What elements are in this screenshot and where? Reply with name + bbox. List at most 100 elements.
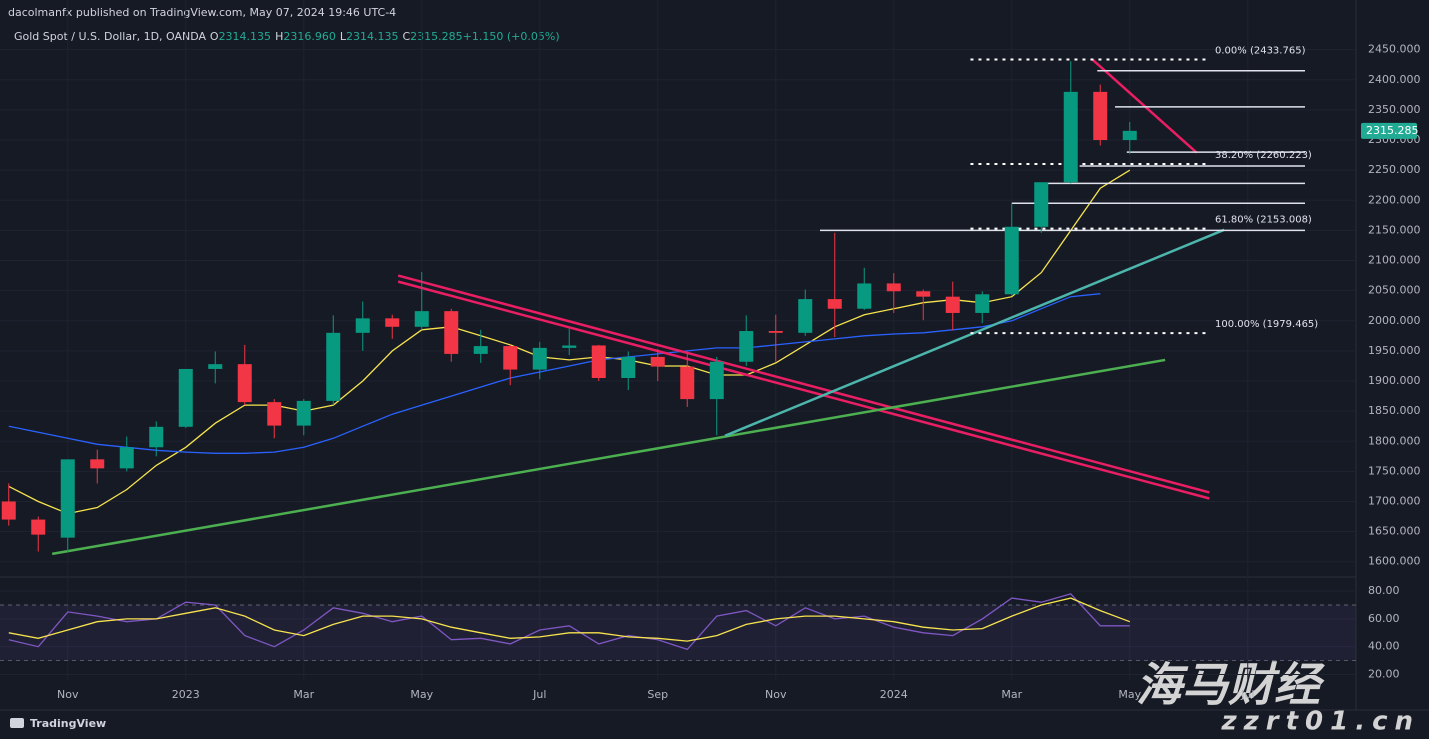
candle-body bbox=[237, 364, 252, 403]
y-tick-label: 2200.000 bbox=[1368, 193, 1421, 206]
y-tick-label: 80.00 bbox=[1368, 584, 1400, 597]
y-tick-label: 1600.000 bbox=[1368, 555, 1421, 568]
candle-body bbox=[60, 459, 75, 538]
quote-value: +1.150 (+0.05%) bbox=[463, 30, 560, 43]
trendline bbox=[397, 280, 1210, 500]
candle-body bbox=[650, 356, 665, 367]
candle-body bbox=[1063, 91, 1078, 183]
candle-body bbox=[916, 291, 931, 297]
trendline bbox=[51, 358, 1166, 556]
trendline bbox=[397, 274, 1210, 494]
fib-label: 0.00% (2433.765) bbox=[1215, 45, 1306, 56]
indicator-line bbox=[8, 293, 1101, 454]
indicator-line bbox=[8, 593, 1130, 651]
rsi-band bbox=[0, 605, 1356, 661]
quote-label: L bbox=[340, 30, 347, 43]
candle-body bbox=[621, 356, 636, 379]
candle-body bbox=[739, 331, 754, 362]
candle-body bbox=[886, 283, 901, 292]
y-tick-label: 40.00 bbox=[1368, 640, 1400, 653]
y-tick-label: 1750.000 bbox=[1368, 464, 1421, 477]
y-tick-label: 2400.000 bbox=[1368, 73, 1421, 86]
y-tick-label: 2450.000 bbox=[1368, 43, 1421, 56]
candle-body bbox=[591, 345, 606, 379]
x-tick-label: May bbox=[1118, 688, 1141, 701]
candle-body bbox=[296, 400, 311, 426]
candle-body bbox=[827, 299, 842, 309]
candle-body bbox=[709, 361, 724, 400]
candle-body bbox=[385, 318, 400, 327]
quote-label: O bbox=[210, 30, 219, 43]
indicator-line bbox=[8, 169, 1131, 515]
candle-body bbox=[178, 368, 193, 427]
y-tick-label: 1900.000 bbox=[1368, 374, 1421, 387]
y-tick-label: 1700.000 bbox=[1368, 495, 1421, 508]
y-tick-label: 60.00 bbox=[1368, 612, 1400, 625]
watermark: 海马财经 bbox=[1136, 658, 1325, 712]
x-tick-label: Nov bbox=[57, 688, 79, 701]
watermark: zzrt01.cn bbox=[1221, 707, 1421, 737]
y-tick-label: 1650.000 bbox=[1368, 525, 1421, 538]
y-tick-label: 2000.000 bbox=[1368, 314, 1421, 327]
x-tick-label: Nov bbox=[765, 688, 787, 701]
publisher: dacolmanfx published on TradingView.com,… bbox=[8, 6, 396, 19]
candle-body bbox=[119, 447, 134, 469]
y-tick-label: 2100.000 bbox=[1368, 254, 1421, 267]
fib-label: 61.80% (2153.008) bbox=[1215, 215, 1312, 226]
y-tick-label: 2050.000 bbox=[1368, 284, 1421, 297]
candle-body bbox=[326, 332, 341, 401]
candle-body bbox=[90, 459, 105, 469]
x-tick-label: Jul bbox=[532, 688, 546, 701]
quote-value: 2314.135 bbox=[219, 30, 272, 43]
fib-label: 100.00% (1979.465) bbox=[1215, 319, 1318, 330]
y-tick-label: 1850.000 bbox=[1368, 404, 1421, 417]
x-tick-label: Jul bbox=[1240, 688, 1254, 701]
candle-body bbox=[798, 299, 813, 333]
x-tick-label: 2024 bbox=[880, 688, 908, 701]
quote-label: H bbox=[275, 30, 283, 43]
candle-body bbox=[857, 283, 872, 309]
candle-body bbox=[1093, 91, 1108, 141]
symbol-title: Gold Spot / U.S. Dollar, 1D, OANDA bbox=[14, 30, 207, 43]
candle-body bbox=[945, 296, 960, 313]
candle-body bbox=[267, 402, 282, 426]
quote-value: 2315.285 bbox=[410, 30, 463, 43]
x-tick-label: Sep bbox=[647, 688, 668, 701]
brand-name: TradingView bbox=[30, 717, 106, 730]
y-tick-label: 2250.000 bbox=[1368, 163, 1421, 176]
candle-body bbox=[1, 501, 16, 520]
candle-body bbox=[1004, 226, 1019, 295]
x-tick-label: Mar bbox=[1001, 688, 1022, 701]
candle-body bbox=[562, 345, 577, 348]
candle-body bbox=[532, 347, 547, 370]
candle-body bbox=[975, 294, 990, 313]
y-tick-label: 2350.000 bbox=[1368, 103, 1421, 116]
fib-label: 38.20% (2260.223) bbox=[1215, 150, 1312, 161]
brand-logo bbox=[10, 718, 24, 728]
candle-body bbox=[149, 426, 164, 448]
quote-label: C bbox=[402, 30, 410, 43]
x-tick-label: Mar bbox=[293, 688, 314, 701]
trendline bbox=[724, 228, 1225, 437]
last-price-tag bbox=[1361, 122, 1417, 139]
brand: TradingView bbox=[10, 717, 106, 730]
candle-body bbox=[208, 364, 223, 369]
y-tick-label: 20.00 bbox=[1368, 667, 1400, 680]
indicator-line bbox=[8, 597, 1131, 642]
candle-body bbox=[1122, 130, 1137, 141]
candle-body bbox=[414, 311, 429, 327]
candle-body bbox=[355, 318, 370, 333]
candle-body bbox=[503, 346, 518, 370]
quote-value: 2316.960 bbox=[283, 30, 336, 43]
y-tick-label: 2150.000 bbox=[1368, 223, 1421, 236]
last-price-label: 2315.285 bbox=[1366, 124, 1419, 137]
x-tick-label: 2023 bbox=[172, 688, 200, 701]
candle-body bbox=[473, 346, 488, 354]
candle-body bbox=[1034, 182, 1049, 227]
symbol-legend: Gold Spot / U.S. Dollar, 1D, OANDA O2314.… bbox=[14, 30, 560, 43]
quote-value: 2314.135 bbox=[346, 30, 399, 43]
candle-body bbox=[768, 331, 783, 333]
y-tick-label: 1950.000 bbox=[1368, 344, 1421, 357]
